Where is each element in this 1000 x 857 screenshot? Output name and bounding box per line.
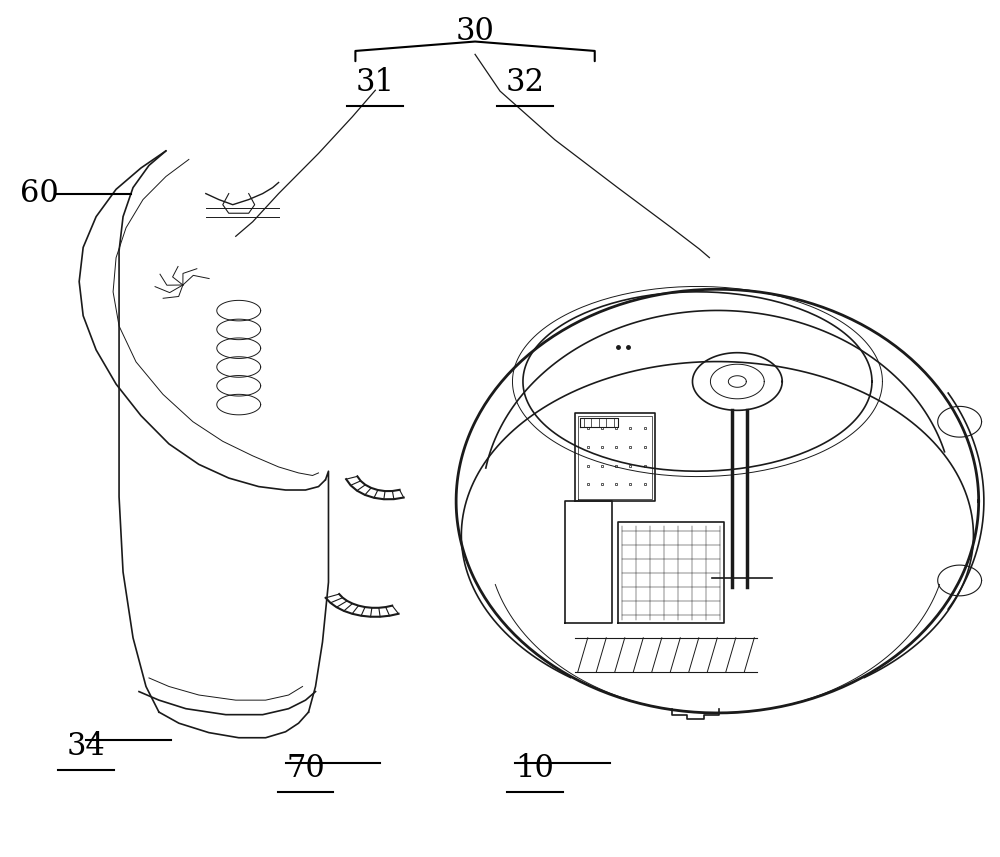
Text: 31: 31 [356,67,395,98]
Text: 34: 34 [67,731,106,762]
Text: 32: 32 [505,67,544,98]
Text: 60: 60 [20,178,59,209]
Text: 10: 10 [515,753,554,784]
Text: 70: 70 [286,753,325,784]
Text: 30: 30 [456,15,495,47]
